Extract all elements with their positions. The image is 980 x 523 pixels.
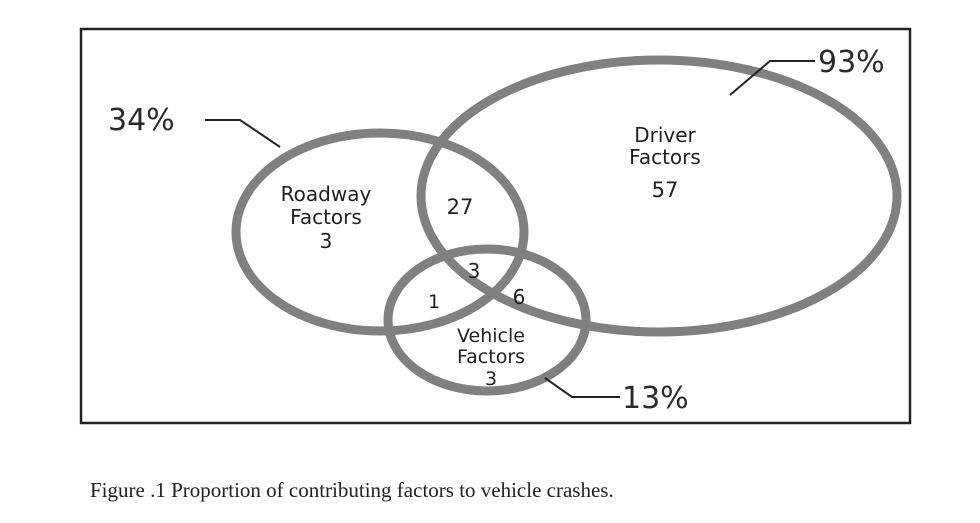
vehicle-label-line2: Factors <box>457 346 525 368</box>
vehicle-factors-circle <box>383 244 591 396</box>
roadway-driver-overlap-value: 27 <box>447 195 474 219</box>
roadway-total-percent: 34% <box>108 103 175 138</box>
vehicle-only-value: 3 <box>485 368 497 390</box>
roadway-factors-circle <box>231 128 529 336</box>
vehicle-total-percent: 13% <box>622 381 689 416</box>
driver-vehicle-overlap-value: 6 <box>513 285 526 309</box>
figure-caption: Figure .1 Proportion of contributing fac… <box>90 478 614 502</box>
roadway-vehicle-overlap-value: 1 <box>428 291 440 313</box>
driver-only-value: 57 <box>652 178 679 202</box>
driver-percent-leader <box>729 60 815 96</box>
roadway-only-value: 3 <box>320 229 333 253</box>
all-three-overlap-value: 3 <box>468 259 481 283</box>
driver-label-line1: Driver <box>634 123 696 147</box>
roadway-label-line1: Roadway <box>281 182 372 206</box>
roadway-percent-leader <box>205 119 281 148</box>
vehicle-percent-leader <box>544 377 620 398</box>
driver-factors-circle <box>416 55 902 337</box>
driver-label-line2: Factors <box>629 145 701 169</box>
vehicle-label-line1: Vehicle <box>457 325 525 347</box>
roadway-label-line2: Factors <box>290 205 362 229</box>
driver-total-percent: 93% <box>818 45 885 80</box>
